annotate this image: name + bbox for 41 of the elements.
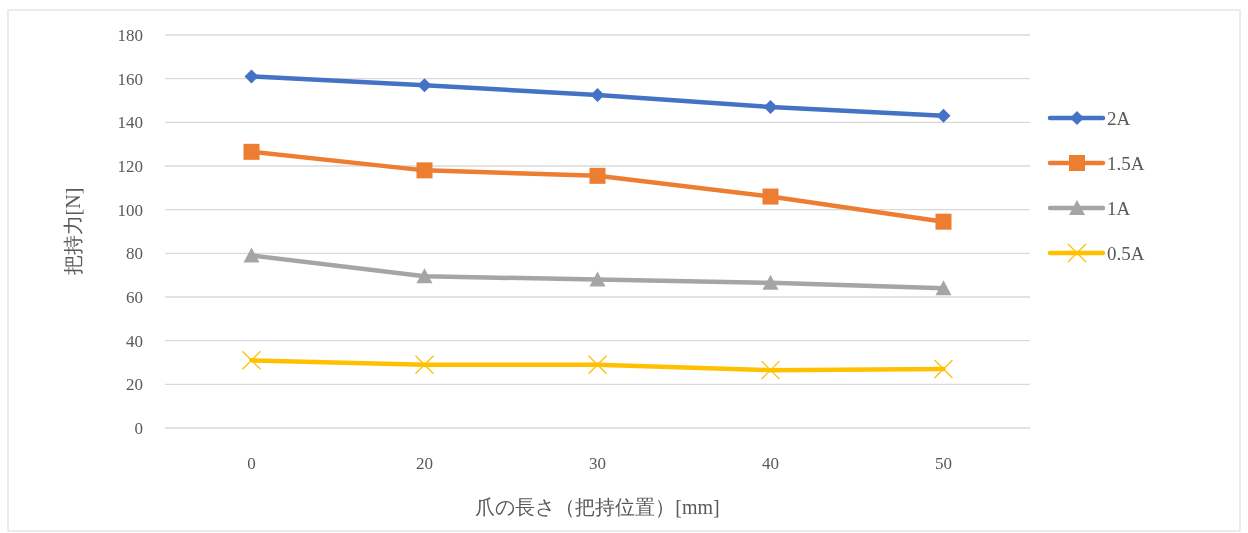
y-tick-label: 20 [126, 375, 143, 395]
x-tick-label: 30 [589, 454, 606, 473]
point [241, 350, 262, 370]
point [243, 247, 260, 263]
y-tick-label: 40 [126, 331, 143, 351]
point [590, 88, 605, 103]
point [243, 143, 260, 160]
point [760, 360, 781, 380]
y-tick-label: 160 [117, 69, 143, 89]
legend-label: 0.5A [1107, 243, 1145, 264]
point [935, 213, 952, 230]
point [244, 69, 259, 84]
point [936, 108, 951, 123]
point [763, 100, 778, 115]
point [589, 271, 606, 287]
point [416, 268, 433, 284]
legend-label: 1A [1107, 198, 1131, 219]
point [933, 359, 954, 379]
point [935, 280, 952, 296]
y-tick-label: 120 [117, 157, 143, 176]
y-tick-label: 0 [134, 419, 143, 438]
point [417, 78, 432, 93]
point [416, 162, 433, 179]
y-axis-title: 把持力[N] [62, 187, 84, 276]
y-tick-label: 140 [117, 113, 143, 133]
point [587, 355, 608, 375]
y-tick-label: 80 [126, 244, 143, 264]
point [762, 188, 779, 205]
y-tick-label: 100 [117, 200, 143, 220]
point [414, 355, 435, 375]
point [589, 167, 606, 184]
point [762, 274, 779, 290]
x-axis-title: 爪の長さ（把持位置）[mm] [475, 496, 720, 518]
x-tick-label: 40 [762, 454, 779, 473]
y-tick-label: 180 [117, 26, 143, 45]
y-tick-label: 60 [126, 288, 143, 307]
legend-label: 1.5A [1107, 153, 1145, 174]
x-tick-label: 0 [247, 454, 256, 473]
x-tick-label: 20 [416, 454, 433, 473]
x-tick-label: 50 [935, 454, 952, 473]
legend-label: 2A [1107, 108, 1131, 129]
